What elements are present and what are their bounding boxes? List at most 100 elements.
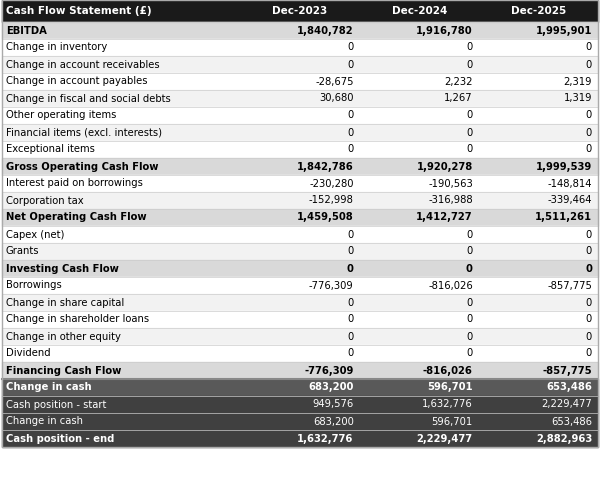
Bar xyxy=(2,277,598,294)
Text: Financing Cash Flow: Financing Cash Flow xyxy=(6,365,121,376)
Text: EBITDA: EBITDA xyxy=(6,26,47,35)
Bar xyxy=(2,345,598,362)
Text: -816,026: -816,026 xyxy=(423,365,473,376)
Text: Dividend: Dividend xyxy=(6,349,50,358)
Bar xyxy=(2,379,598,396)
Text: 0: 0 xyxy=(467,42,473,52)
Bar xyxy=(2,311,598,328)
Text: 1,840,782: 1,840,782 xyxy=(297,26,353,35)
Text: 0: 0 xyxy=(467,230,473,240)
Text: 0: 0 xyxy=(467,246,473,256)
Text: Net Operating Cash Flow: Net Operating Cash Flow xyxy=(6,212,146,222)
Text: Dec-2023: Dec-2023 xyxy=(272,6,328,16)
Text: 0: 0 xyxy=(467,128,473,138)
Text: Cash position - start: Cash position - start xyxy=(6,399,106,410)
Text: 2,882,963: 2,882,963 xyxy=(536,433,592,444)
Text: 0: 0 xyxy=(586,349,592,358)
Text: Gross Operating Cash Flow: Gross Operating Cash Flow xyxy=(6,162,158,172)
Text: 1,916,780: 1,916,780 xyxy=(416,26,473,35)
Text: Investing Cash Flow: Investing Cash Flow xyxy=(6,263,119,274)
Text: 0: 0 xyxy=(586,110,592,120)
Text: 2,232: 2,232 xyxy=(445,76,473,86)
Bar xyxy=(2,73,598,90)
Text: 1,999,539: 1,999,539 xyxy=(536,162,592,172)
Text: Grants: Grants xyxy=(6,246,40,256)
Text: -776,309: -776,309 xyxy=(304,365,353,376)
Text: 0: 0 xyxy=(467,297,473,308)
Text: 0: 0 xyxy=(586,42,592,52)
Text: 1,995,901: 1,995,901 xyxy=(536,26,592,35)
Bar xyxy=(2,396,598,413)
Text: 2,229,477: 2,229,477 xyxy=(541,399,592,410)
Text: -816,026: -816,026 xyxy=(428,281,473,290)
Bar xyxy=(2,56,598,73)
Text: 949,576: 949,576 xyxy=(313,399,353,410)
Bar xyxy=(2,294,598,311)
Text: 0: 0 xyxy=(347,315,353,324)
Bar xyxy=(2,22,598,39)
Text: 596,701: 596,701 xyxy=(431,417,473,426)
Bar xyxy=(2,260,598,277)
Text: 1,632,776: 1,632,776 xyxy=(422,399,473,410)
Text: 0: 0 xyxy=(347,42,353,52)
Bar xyxy=(2,243,598,260)
Text: 683,200: 683,200 xyxy=(308,383,353,392)
Text: Change in shareholder loans: Change in shareholder loans xyxy=(6,315,149,324)
Text: -857,775: -857,775 xyxy=(547,281,592,290)
Text: 1,511,261: 1,511,261 xyxy=(535,212,592,222)
Text: 0: 0 xyxy=(586,128,592,138)
Text: 1,632,776: 1,632,776 xyxy=(297,433,353,444)
Text: 0: 0 xyxy=(347,331,353,342)
Text: 2,319: 2,319 xyxy=(563,76,592,86)
Bar xyxy=(2,413,598,430)
Text: Interest paid on borrowings: Interest paid on borrowings xyxy=(6,178,143,188)
Bar xyxy=(2,107,598,124)
Text: 0: 0 xyxy=(467,110,473,120)
Text: -28,675: -28,675 xyxy=(315,76,353,86)
Text: Dec-2024: Dec-2024 xyxy=(392,6,447,16)
Text: Other operating items: Other operating items xyxy=(6,110,116,120)
Text: 0: 0 xyxy=(347,349,353,358)
Text: 1,842,786: 1,842,786 xyxy=(297,162,353,172)
Text: Change in inventory: Change in inventory xyxy=(6,42,107,52)
Text: Change in account payables: Change in account payables xyxy=(6,76,148,86)
Text: -190,563: -190,563 xyxy=(428,178,473,188)
Text: Cash position - end: Cash position - end xyxy=(6,433,115,444)
Bar xyxy=(2,0,598,22)
Text: 0: 0 xyxy=(347,230,353,240)
Text: -857,775: -857,775 xyxy=(542,365,592,376)
Bar xyxy=(2,430,598,447)
Text: 683,200: 683,200 xyxy=(313,417,353,426)
Text: 0: 0 xyxy=(467,331,473,342)
Text: 1,459,508: 1,459,508 xyxy=(297,212,353,222)
Text: Change in fiscal and social debts: Change in fiscal and social debts xyxy=(6,94,171,104)
Text: Borrowings: Borrowings xyxy=(6,281,62,290)
Bar xyxy=(2,158,598,175)
Text: 0: 0 xyxy=(347,246,353,256)
Text: 0: 0 xyxy=(586,144,592,154)
Text: Change in cash: Change in cash xyxy=(6,417,83,426)
Text: 0: 0 xyxy=(586,60,592,70)
Text: 2,229,477: 2,229,477 xyxy=(417,433,473,444)
Text: -316,988: -316,988 xyxy=(428,196,473,206)
Bar xyxy=(2,90,598,107)
Text: 0: 0 xyxy=(467,144,473,154)
Text: 0: 0 xyxy=(467,60,473,70)
Text: 0: 0 xyxy=(586,297,592,308)
Text: 0: 0 xyxy=(347,263,353,274)
Text: 653,486: 653,486 xyxy=(546,383,592,392)
Text: 0: 0 xyxy=(347,144,353,154)
Text: 1,412,727: 1,412,727 xyxy=(416,212,473,222)
Text: Change in account receivables: Change in account receivables xyxy=(6,60,160,70)
Bar xyxy=(2,39,598,56)
Bar xyxy=(2,124,598,141)
Text: Corporation tax: Corporation tax xyxy=(6,196,83,206)
Text: 0: 0 xyxy=(586,230,592,240)
Text: 0: 0 xyxy=(467,349,473,358)
Text: Dec-2025: Dec-2025 xyxy=(511,6,566,16)
Text: -339,464: -339,464 xyxy=(548,196,592,206)
Bar xyxy=(2,226,598,243)
Text: 0: 0 xyxy=(586,315,592,324)
Text: Capex (net): Capex (net) xyxy=(6,230,64,240)
Text: 0: 0 xyxy=(347,297,353,308)
